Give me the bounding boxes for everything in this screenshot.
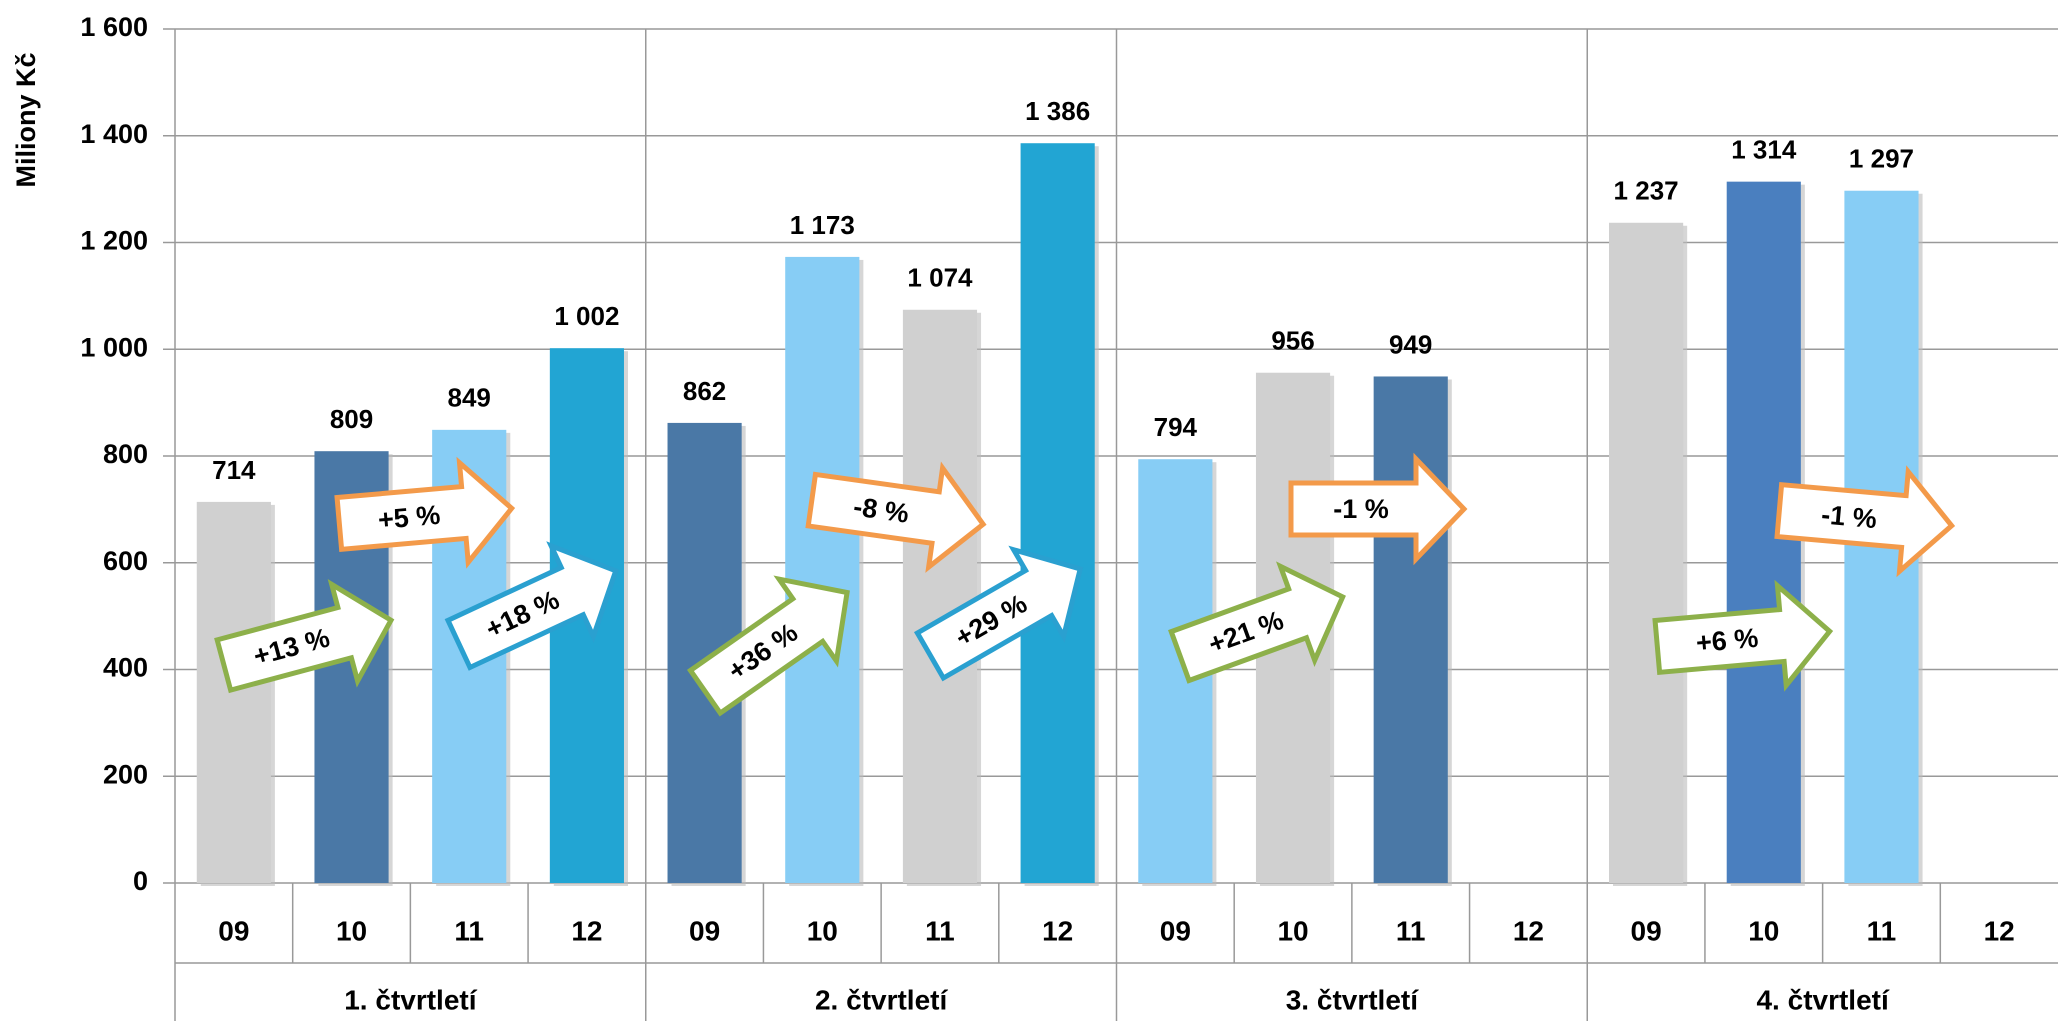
x-tick-label: 09 [218, 915, 249, 946]
value-label: 1 074 [907, 263, 973, 293]
y-tick-label: 1 400 [80, 119, 148, 149]
x-tick-label: 10 [336, 915, 367, 946]
y-tick-label: 1 600 [80, 12, 148, 42]
y-tick-label: 1 000 [80, 332, 148, 362]
x-tick-label: 11 [1396, 915, 1426, 946]
x-tick-label: 12 [1513, 915, 1544, 946]
x-tick-label: 10 [1277, 915, 1308, 946]
arrow-label: -1 % [1820, 499, 1878, 534]
arrow-shape [1288, 452, 1468, 566]
x-tick-label: 09 [689, 915, 720, 946]
y-tick-label: 0 [133, 866, 148, 896]
arrow-shape [686, 575, 850, 717]
bar [785, 256, 860, 883]
arrow-shape [214, 578, 395, 694]
value-label: 1 314 [1731, 135, 1797, 165]
y-axis-label: Miliony Kč [11, 52, 41, 187]
value-label: 1 297 [1849, 144, 1914, 174]
arrow-shape [1652, 579, 1834, 692]
x-tick-label: 11 [925, 915, 955, 946]
bar [902, 309, 978, 883]
value-label: 714 [212, 455, 256, 485]
change-arrow: +5 % [334, 456, 516, 569]
value-label: 849 [448, 383, 491, 413]
y-tick-label: 200 [103, 759, 148, 789]
change-arrow: -1 % [1288, 452, 1468, 566]
value-label: 809 [330, 404, 373, 434]
x-tick-label: 12 [1042, 915, 1073, 946]
bar [1373, 376, 1448, 883]
x-tick-label: 10 [807, 915, 838, 946]
x-tick-label: 12 [571, 915, 602, 946]
y-tick-label: 600 [103, 546, 148, 576]
bar [1020, 143, 1095, 883]
value-label: 1 237 [1614, 176, 1679, 206]
group-label: 3. čtvrtletí [1286, 984, 1419, 1015]
x-tick-label: 09 [1631, 915, 1662, 946]
value-label: 1 386 [1025, 96, 1090, 126]
x-tick-label: 12 [1984, 915, 2015, 946]
change-arrow: -8 % [805, 461, 987, 573]
arrow-label: -1 % [1333, 494, 1389, 524]
value-label: 1 002 [554, 301, 619, 331]
arrow-shape [913, 545, 1084, 682]
y-tick-label: 1 200 [80, 226, 148, 256]
arrow-shape [805, 461, 987, 573]
arrow-shape [1774, 465, 1956, 578]
arrow-label: +6 % [1695, 623, 1760, 658]
arrow-label: +5 % [377, 500, 442, 535]
value-label: 1 173 [790, 210, 855, 240]
change-arrow: +6 % [1652, 579, 1834, 692]
x-tick-label: 11 [454, 915, 484, 946]
arrow-shape [444, 541, 619, 671]
arrow-shape [1168, 561, 1346, 684]
change-arrow: +13 % [214, 578, 395, 694]
x-tick-label: 09 [1160, 915, 1191, 946]
value-label: 949 [1389, 329, 1432, 359]
x-tick-label: 11 [1867, 915, 1897, 946]
value-label: 862 [683, 376, 726, 406]
group-label: 2. čtvrtletí [815, 984, 948, 1015]
y-tick-label: 800 [103, 439, 148, 469]
group-label: 4. čtvrtletí [1756, 984, 1889, 1015]
x-tick-label: 10 [1748, 915, 1779, 946]
change-arrow: +21 % [1168, 561, 1346, 684]
change-arrow: -1 % [1774, 465, 1956, 578]
value-label: 794 [1154, 412, 1198, 442]
value-label: 956 [1271, 326, 1314, 356]
bar [1609, 222, 1684, 884]
group-label: 1. čtvrtletí [344, 984, 477, 1015]
arrow-shape [334, 456, 516, 569]
y-tick-label: 400 [103, 653, 148, 683]
bar [196, 501, 271, 883]
